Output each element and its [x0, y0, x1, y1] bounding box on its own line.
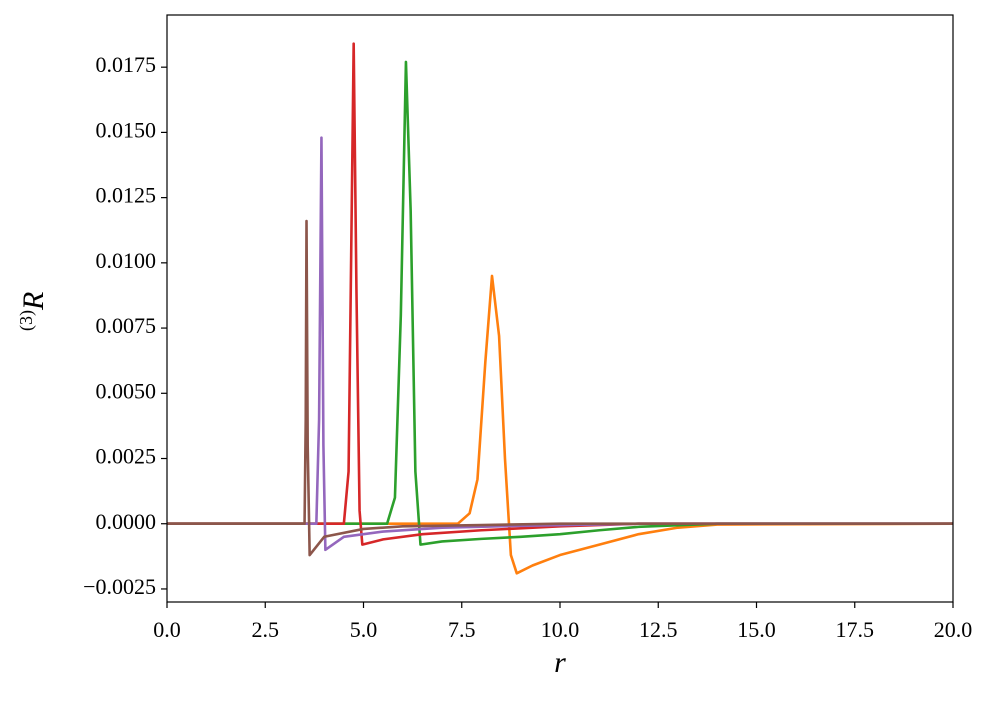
x-tick-label: 12.5 — [639, 617, 678, 642]
x-tick-label: 20.0 — [934, 617, 973, 642]
y-axis-label-group: (3) R — [16, 292, 50, 331]
x-tick-label: 15.0 — [737, 617, 776, 642]
y-tick-label: 0.0150 — [96, 117, 157, 142]
y-tick-label: 0.0050 — [96, 378, 157, 403]
x-axis-label: r — [554, 646, 566, 679]
y-tick-label: 0.0125 — [96, 183, 157, 208]
line-series — [167, 42, 953, 546]
y-axis-label-sup: (3) — [16, 310, 37, 331]
x-tick-label: 17.5 — [836, 617, 875, 642]
y-axis-label: R — [17, 292, 50, 311]
line-series — [167, 274, 954, 575]
y-tick-label: −0.0025 — [83, 574, 156, 599]
y-tick-label: 0.0025 — [96, 444, 157, 469]
x-tick-label: 0.0 — [153, 617, 181, 642]
y-tick-label: 0.0075 — [96, 313, 157, 338]
x-tick-label: 5.0 — [350, 617, 378, 642]
y-tick-label: 0.0100 — [96, 248, 157, 273]
x-tick-label: 2.5 — [252, 617, 280, 642]
plot-frame — [166, 14, 954, 603]
x-tick-label: 7.5 — [448, 617, 476, 642]
line-series — [167, 60, 953, 546]
line-series — [167, 136, 953, 552]
y-tick-label: 0.0175 — [96, 52, 157, 77]
x-tick-label: 10.0 — [541, 617, 580, 642]
line-series — [167, 219, 953, 557]
y-tick-label: 0.0000 — [96, 509, 157, 534]
